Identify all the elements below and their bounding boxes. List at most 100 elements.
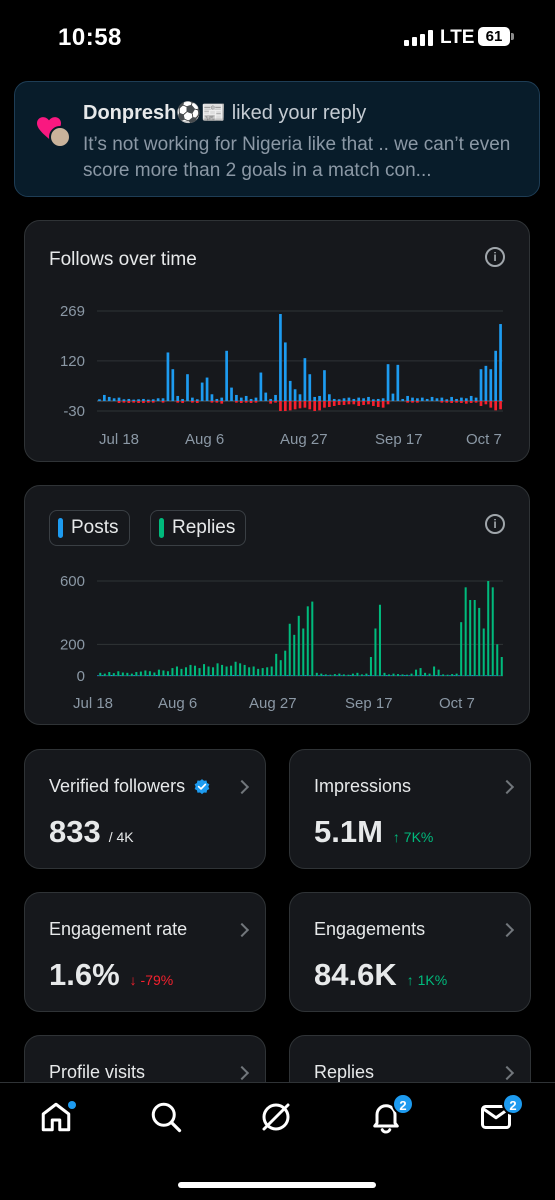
- follows-bar: [455, 398, 458, 401]
- unread-dot: [68, 1101, 76, 1109]
- info-icon[interactable]: i: [485, 514, 505, 534]
- replies-bar: [270, 666, 273, 676]
- y-tick-label: -30: [63, 403, 85, 420]
- posts-bar: [115, 675, 118, 676]
- follows-bar: [372, 399, 375, 401]
- follows-bar: [151, 399, 155, 401]
- nav-home[interactable]: [38, 1099, 78, 1139]
- unfollows-bar: [352, 400, 356, 405]
- posts-bar: [254, 675, 257, 676]
- posts-bar: [232, 675, 235, 676]
- replies-bar: [478, 607, 481, 676]
- follows-bar: [279, 314, 282, 401]
- replies-bar: [275, 653, 278, 676]
- replies-bar: [166, 671, 169, 676]
- legend-posts[interactable]: Posts: [49, 510, 130, 546]
- follows-bar: [191, 397, 194, 401]
- replies-bar: [329, 674, 332, 676]
- follows-bar: [357, 397, 361, 401]
- info-icon[interactable]: i: [485, 247, 505, 267]
- follows-bar: [293, 389, 297, 401]
- replies-bar: [171, 668, 174, 676]
- replies-bar: [234, 661, 237, 676]
- follows-bar: [161, 398, 165, 401]
- engagement-rate-card[interactable]: Engagement rate 1.6% ↓ -79%: [24, 892, 266, 1012]
- unfollows-bar: [210, 400, 214, 403]
- posts-bar: [286, 675, 289, 676]
- replies-bar: [482, 628, 485, 676]
- posts-bar: [119, 675, 122, 676]
- impressions-card[interactable]: Impressions 5.1M ↑ 7K%: [289, 749, 531, 869]
- legend-replies[interactable]: Replies: [150, 510, 247, 546]
- replies-bar: [365, 673, 368, 676]
- verified-followers-card[interactable]: Verified followers 833 / 4K: [24, 749, 266, 869]
- posts-bar: [318, 675, 321, 676]
- follows-bar: [381, 398, 385, 401]
- replies-bar: [216, 663, 219, 676]
- messages-badge: 2: [502, 1093, 524, 1115]
- replies-bar: [446, 674, 449, 676]
- nav-notifications[interactable]: 2: [368, 1093, 414, 1139]
- follows-bar: [298, 394, 302, 401]
- replies-bar: [252, 666, 255, 676]
- posts-bar: [385, 675, 388, 676]
- replies-bar: [383, 672, 386, 676]
- posts-bar: [466, 675, 469, 676]
- notification-action: liked your reply: [231, 102, 367, 124]
- metric-value: 84.6K: [314, 957, 397, 992]
- unfollows-bar: [362, 400, 365, 405]
- replies-bar: [442, 674, 445, 676]
- replies-bar: [342, 674, 345, 676]
- replies-bar: [266, 667, 269, 676]
- posts-bar: [327, 675, 330, 676]
- posts-bar: [381, 675, 384, 676]
- notification-banner[interactable]: Donpresh⚽️📰 liked your reply It’s not wo…: [14, 81, 540, 197]
- replies-bar: [460, 622, 463, 676]
- follows-bar: [352, 398, 356, 401]
- bottom-nav: 2 2: [0, 1082, 555, 1200]
- posts-bar: [272, 675, 275, 676]
- metric-change: ↑ 7K%: [392, 829, 434, 845]
- follows-bar: [494, 350, 498, 401]
- replies-bar: [193, 665, 197, 676]
- replies-bar: [135, 672, 138, 676]
- follows-bar: [337, 399, 341, 401]
- replies-bar: [406, 674, 409, 676]
- unfollows-bar: [499, 400, 502, 410]
- follows-bar: [225, 350, 228, 401]
- posts-bar: [349, 675, 352, 676]
- nav-search[interactable]: [148, 1099, 188, 1139]
- x-tick-label: Oct 7: [439, 695, 475, 712]
- unfollows-bar: [269, 400, 272, 404]
- posts-bar: [263, 675, 266, 676]
- nav-grok[interactable]: [258, 1099, 298, 1139]
- replies-bar: [239, 663, 242, 676]
- unfollows-bar: [215, 400, 219, 403]
- legend-replies-label: Replies: [172, 517, 236, 538]
- posts-bar: [137, 675, 140, 676]
- metric-label: Impressions: [314, 776, 412, 796]
- nav-messages[interactable]: 2: [478, 1093, 524, 1139]
- unfollows-bar: [460, 400, 463, 403]
- replies-bar: [112, 673, 115, 676]
- posts-bar: [191, 675, 194, 676]
- network-label: LTE: [440, 27, 475, 48]
- follows-bar: [328, 394, 331, 401]
- replies-bar: [207, 666, 210, 676]
- engagements-card[interactable]: Engagements 84.6K ↑ 1K%: [289, 892, 531, 1012]
- replies-bar: [315, 672, 318, 676]
- follows-bar: [132, 399, 136, 401]
- unfollows-bar: [298, 400, 302, 409]
- replies-bar: [351, 673, 354, 676]
- follows-bar: [450, 396, 453, 401]
- replies-bar: [230, 665, 233, 676]
- replies-bar: [99, 672, 102, 676]
- follows-bar: [499, 324, 502, 401]
- follows-bar: [230, 387, 233, 401]
- follows-bar: [117, 397, 121, 401]
- replies-bar: [424, 672, 427, 676]
- unfollows-bar: [416, 400, 419, 403]
- posts-bar: [227, 675, 230, 676]
- posts-bar: [354, 675, 357, 676]
- posts-bar: [200, 675, 203, 676]
